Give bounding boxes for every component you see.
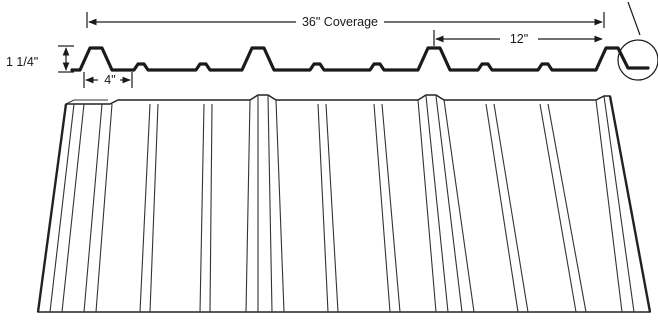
rib-spacing-label: 12" [510,32,528,46]
leader-line [627,1,641,36]
panel-profile [70,46,650,72]
coverage-dimension: 36" Coverage [86,12,605,29]
roofing-sheet-perspective [36,94,652,313]
detail-circle [617,39,658,81]
minor-rib-dimension: 4" [83,72,133,88]
rib-spacing-dimension: 12" [433,30,603,46]
height-dimension: 1 1/4" [6,45,74,73]
minor-rib-label: 4" [104,73,115,87]
coverage-label: 36" Coverage [302,15,378,29]
sheet-outline [37,94,651,313]
sheet-ribs [49,95,635,313]
height-label: 1 1/4" [6,55,38,69]
